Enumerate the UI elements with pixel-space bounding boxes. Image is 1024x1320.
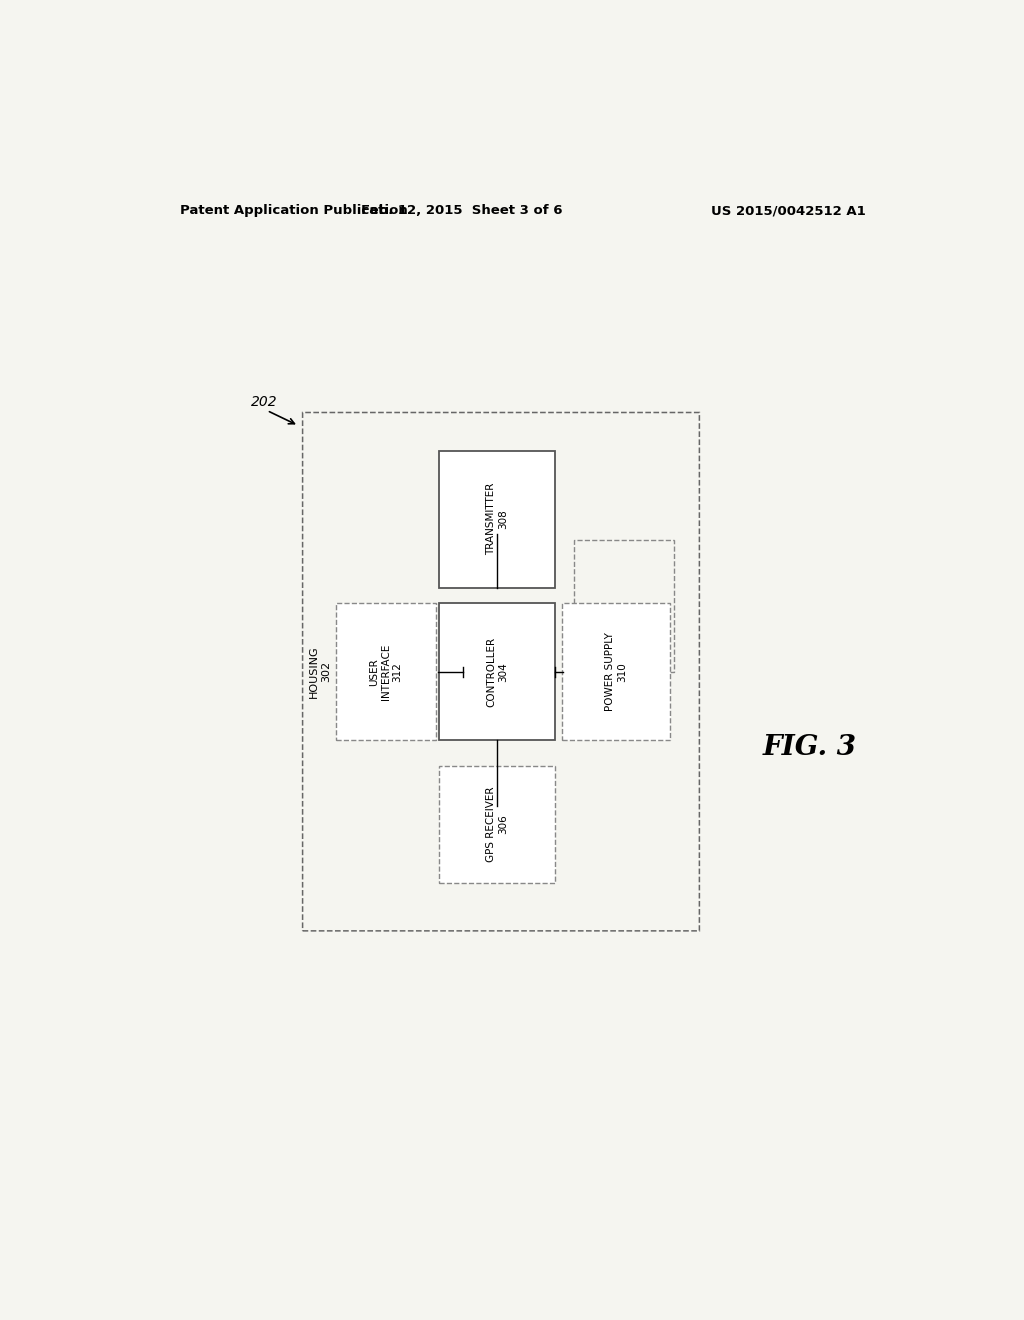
Text: 202: 202 xyxy=(251,395,278,409)
Bar xyxy=(439,766,555,883)
Bar xyxy=(336,603,435,741)
Bar xyxy=(439,603,555,741)
Bar xyxy=(574,540,674,672)
Text: TRANSMITTER
308: TRANSMITTER 308 xyxy=(486,483,508,556)
Text: FIG. 3: FIG. 3 xyxy=(763,734,857,762)
Text: US 2015/0042512 A1: US 2015/0042512 A1 xyxy=(712,205,866,216)
Bar xyxy=(562,603,670,741)
Text: Feb. 12, 2015  Sheet 3 of 6: Feb. 12, 2015 Sheet 3 of 6 xyxy=(360,205,562,216)
Text: HOUSING
302: HOUSING 302 xyxy=(309,645,331,698)
Bar xyxy=(439,450,555,587)
Text: USER
INTERFACE
312: USER INTERFACE 312 xyxy=(370,643,402,700)
Text: GPS RECEIVER
306: GPS RECEIVER 306 xyxy=(486,787,508,862)
Text: CONTROLLER
304: CONTROLLER 304 xyxy=(486,636,508,706)
Text: Patent Application Publication: Patent Application Publication xyxy=(179,205,408,216)
FancyBboxPatch shape xyxy=(303,412,699,931)
Text: POWER SUPPLY
310: POWER SUPPLY 310 xyxy=(605,632,627,711)
